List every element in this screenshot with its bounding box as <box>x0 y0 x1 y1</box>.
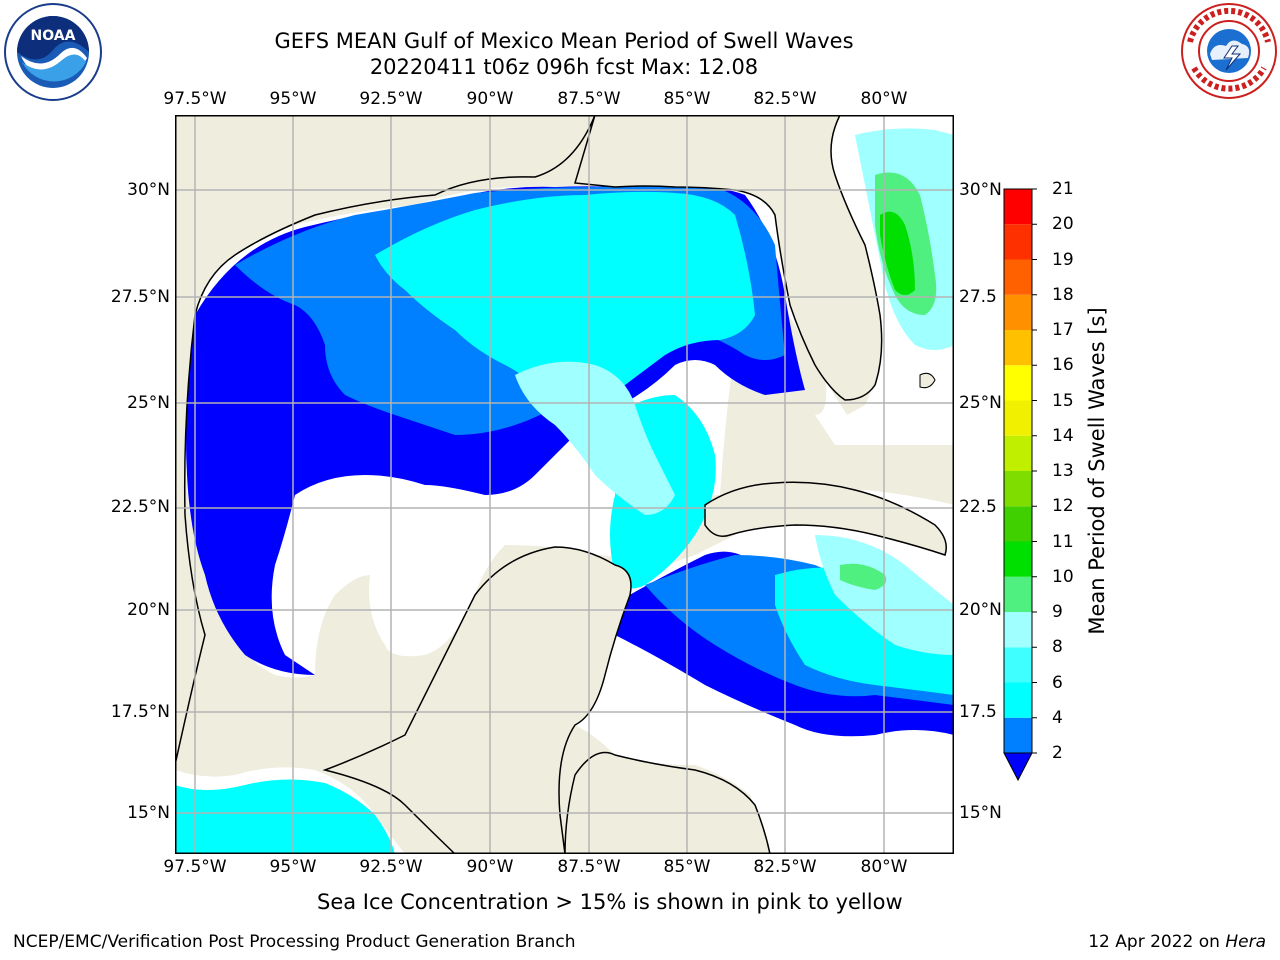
colorbar-bin <box>1004 259 1032 295</box>
lon-tick-top: 87.5°W <box>557 89 621 109</box>
colorbar-label: Mean Period of Swell Waves [s] <box>1085 307 1109 635</box>
colorbar-bin <box>1004 612 1032 648</box>
colorbar-bin <box>1004 365 1032 401</box>
lat-tick-left: 27.5°N <box>110 287 170 307</box>
colorbar-bin <box>1004 471 1032 507</box>
colorbar-tick-label: 13 <box>1052 461 1074 481</box>
lat-tick-left: 22.5°N <box>110 497 170 517</box>
map-panel <box>175 115 954 854</box>
colorbar-tick-label: 16 <box>1052 355 1074 376</box>
footer-date-text: 12 Apr 2022 on <box>1088 932 1220 952</box>
nws-logo-icon <box>1181 3 1277 99</box>
colorbar-tick-label: 6 <box>1052 672 1063 693</box>
lat-tick-right: 27.5 <box>959 287 997 307</box>
noaa-logo-icon: NOAA <box>4 3 102 101</box>
swell-10-11 <box>880 211 915 295</box>
map-frame <box>175 115 954 854</box>
colorbar-tick-label: 14 <box>1052 425 1074 446</box>
colorbar-tick-label: 19 <box>1052 249 1074 270</box>
colorbar-bin <box>1004 189 1032 225</box>
colorbar-tick-label: 21 <box>1052 179 1074 199</box>
lat-tick-right: 25°N <box>959 393 1002 413</box>
map-subtitle: 20220411 t06z 096h fcst Max: 12.08 <box>369 55 759 79</box>
colorbar-tick-label: 18 <box>1052 284 1074 305</box>
lon-tick-bottom: 85°W <box>663 857 711 877</box>
lon-tick-top: 82.5°W <box>753 89 817 109</box>
colorbar-bin <box>1004 224 1032 260</box>
colorbar-bin <box>1004 541 1032 577</box>
lon-tick-top: 97.5°W <box>163 89 227 109</box>
colorbar-tick-label: 10 <box>1052 566 1074 587</box>
land-central-america <box>564 751 771 854</box>
colorbar-tick-label: 2 <box>1052 743 1063 763</box>
land-cuba <box>704 481 947 556</box>
footer-credit: NCEP/EMC/Verification Post Processing Pr… <box>13 932 576 952</box>
colorbar-bin <box>1004 647 1032 683</box>
lon-tick-bottom: 80°W <box>860 857 908 877</box>
colorbar-tick-label: 15 <box>1052 390 1074 411</box>
lon-tick-top: 92.5°W <box>359 89 423 109</box>
colorbar-bin <box>1004 717 1032 753</box>
map-title: GEFS MEAN Gulf of Mexico Mean Period of … <box>274 29 854 53</box>
colorbar-tick-label: 20 <box>1052 214 1074 235</box>
land-mexico-west <box>175 115 596 854</box>
colorbar-bin <box>1004 682 1032 718</box>
lon-tick-bottom: 92.5°W <box>359 857 423 877</box>
lat-tick-left: 15°N <box>127 803 170 823</box>
colorbar-bin <box>1004 400 1032 436</box>
lat-tick-left: 17.5°N <box>110 702 170 722</box>
colorbar-tick-label: 11 <box>1052 531 1074 552</box>
footer-machine: Hera <box>1225 932 1266 952</box>
colorbar-tick-label: 8 <box>1052 637 1063 658</box>
lon-tick-bottom: 95°W <box>269 857 317 877</box>
land-florida <box>574 115 883 401</box>
lon-tick-bottom: 97.5°W <box>163 857 227 877</box>
swell-6-8-pacific <box>175 779 395 854</box>
colorbar-bin <box>1004 435 1032 471</box>
colorbar <box>1003 188 1037 782</box>
lon-tick-bottom: 82.5°W <box>753 857 817 877</box>
swell-9-10-caribbean <box>840 563 887 590</box>
noaa-logo-text: NOAA <box>31 28 76 44</box>
land-yucatan <box>322 546 632 854</box>
lon-tick-bottom: 90°W <box>466 857 514 877</box>
sea-ice-note: Sea Ice Concentration > 15% is shown in … <box>317 890 903 914</box>
land-bahamas <box>919 372 936 389</box>
colorbar-tick-label: 9 <box>1052 602 1063 622</box>
colorbar-tick-label: 4 <box>1052 707 1063 728</box>
lat-tick-right: 17.5 <box>959 702 997 722</box>
lon-tick-top: 90°W <box>466 89 514 109</box>
lat-tick-left: 30°N <box>127 180 170 200</box>
colorbar-tick-label: 12 <box>1052 496 1074 517</box>
colorbar-bin <box>1004 576 1032 612</box>
lat-tick-left: 20°N <box>127 600 170 620</box>
colorbar-bin <box>1004 506 1032 542</box>
colorbar-bin <box>1004 294 1032 330</box>
lat-tick-left: 25°N <box>127 393 170 413</box>
colorbar-tick-label: 17 <box>1052 320 1074 340</box>
lon-tick-top: 85°W <box>663 89 711 109</box>
lon-tick-top: 95°W <box>269 89 317 109</box>
lon-tick-top: 80°W <box>860 89 908 109</box>
colorbar-extend-min <box>1003 752 1033 782</box>
footer-date: 12 Apr 2022 on Hera <box>1088 932 1266 952</box>
swell-8-9 <box>515 361 675 515</box>
lat-tick-right: 30°N <box>959 180 1002 200</box>
graticule <box>175 115 954 854</box>
colorbar-bin <box>1004 330 1032 366</box>
lat-tick-right: 20°N <box>959 600 1002 620</box>
lat-tick-right: 15°N <box>959 803 1002 823</box>
lon-tick-bottom: 87.5°W <box>557 857 621 877</box>
lat-tick-right: 22.5 <box>959 497 997 517</box>
